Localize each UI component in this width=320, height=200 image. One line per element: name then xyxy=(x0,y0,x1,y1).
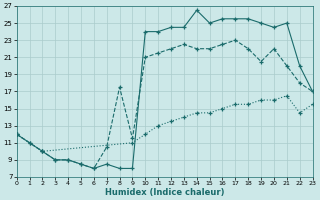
X-axis label: Humidex (Indice chaleur): Humidex (Indice chaleur) xyxy=(105,188,224,197)
